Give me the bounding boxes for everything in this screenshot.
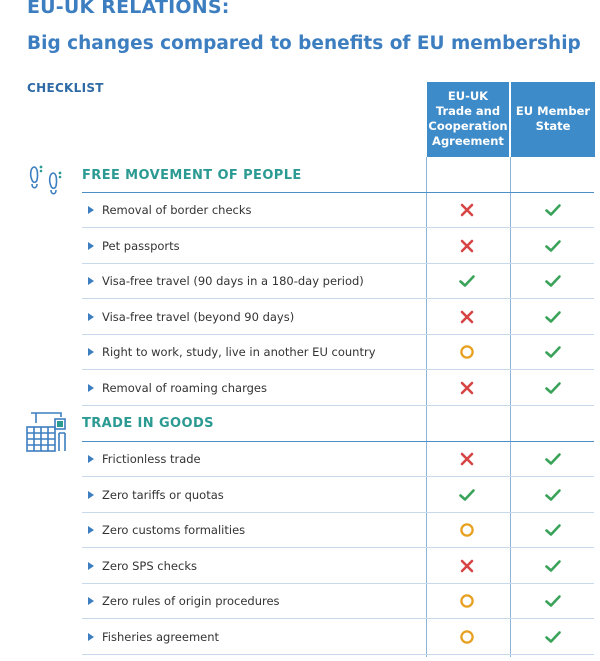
check-icon — [544, 201, 562, 219]
bullet-arrow-icon — [88, 455, 94, 463]
cross-icon — [458, 450, 476, 468]
checklist-row: Visa-free travel (90 days in a 180-day p… — [82, 264, 594, 299]
row-label: Fisheries agreement — [102, 629, 220, 644]
row-label: Visa-free travel (90 days in a 180-day p… — [102, 274, 364, 288]
cross-icon — [458, 379, 476, 397]
footprints-icon — [27, 163, 67, 201]
check-icon — [458, 272, 476, 290]
checklist-row: Zero tariffs or quotas — [82, 478, 594, 513]
checklist-row: Removal of border checks — [82, 193, 594, 228]
bullet-arrow-icon — [88, 277, 94, 285]
factory-icon — [25, 409, 69, 457]
section-title: FREE MOVEMENT OF PEOPLE — [82, 168, 302, 183]
section-title: TRADE IN GOODS — [82, 416, 214, 431]
check-icon — [544, 557, 562, 575]
check-icon — [544, 237, 562, 255]
checklist-row: Zero customs formalities — [82, 513, 594, 548]
bullet-arrow-icon — [88, 561, 94, 570]
check-icon — [544, 628, 562, 646]
row-label: Zero rules of origin procedures — [102, 594, 280, 608]
check-icon — [544, 343, 562, 361]
checklist-row: Pet passports — [82, 229, 594, 264]
section-divider — [82, 192, 594, 193]
bullet-arrow-icon — [88, 597, 94, 605]
circle-icon — [458, 343, 476, 361]
checklist-row: Visa-free travel (beyond 90 days) — [82, 300, 594, 335]
bullet-arrow-icon — [88, 526, 94, 534]
row-label: Removal of border checks — [102, 203, 252, 217]
column-header-tca: EU-UK Trade and Cooperation Agreement — [427, 82, 509, 157]
column-header-eu-member-label: EU Member State — [515, 103, 591, 133]
bullet-arrow-icon — [88, 383, 94, 392]
page-title: EU-UK RELATIONS: — [27, 0, 230, 18]
checklist-row: Right to work, study, live in another EU… — [82, 335, 594, 370]
row-label: Visa-free travel (beyond 90 days) — [102, 309, 295, 324]
circle-icon — [458, 628, 476, 646]
row-label: Pet passports — [102, 238, 180, 253]
column-header-tca-label: EU-UK Trade and Cooperation Agreement — [428, 88, 508, 148]
row-label: Zero customs formalities — [102, 523, 246, 537]
checklist-row: Frictionless trade — [82, 442, 594, 477]
cross-icon — [458, 557, 476, 575]
checklist-row: Removal of roaming charges — [82, 371, 594, 406]
circle-icon — [458, 592, 476, 610]
check-icon — [544, 379, 562, 397]
check-icon — [544, 592, 562, 610]
cross-icon — [458, 237, 476, 255]
cross-icon — [458, 201, 476, 219]
bullet-arrow-icon — [88, 312, 94, 321]
checklist-row: Zero rules of origin procedures — [82, 584, 594, 619]
row-label: Right to work, study, live in another EU… — [102, 345, 376, 359]
check-icon — [544, 450, 562, 468]
cross-icon — [458, 308, 476, 326]
check-icon — [544, 272, 562, 290]
check-icon — [544, 486, 562, 504]
check-icon — [544, 521, 562, 539]
row-label: Frictionless trade — [102, 452, 201, 466]
check-icon — [458, 486, 476, 504]
bullet-arrow-icon — [88, 348, 94, 356]
section-divider — [82, 441, 594, 442]
row-label: Zero SPS checks — [102, 558, 197, 573]
checklist-label: CHECKLIST — [27, 81, 104, 95]
row-label: Zero tariffs or quotas — [102, 487, 224, 502]
column-header-eu-member: EU Member State — [511, 82, 595, 157]
column-divider — [510, 157, 511, 657]
checklist-row: Fisheries agreement — [82, 620, 594, 655]
column-divider — [426, 157, 427, 657]
bullet-arrow-icon — [88, 490, 94, 499]
bullet-arrow-icon — [88, 206, 94, 214]
check-icon — [544, 308, 562, 326]
bullet-arrow-icon — [88, 241, 94, 250]
checklist-row: Zero SPS checks — [82, 549, 594, 584]
circle-icon — [458, 521, 476, 539]
page-subtitle: Big changes compared to benefits of EU m… — [27, 33, 581, 54]
bullet-arrow-icon — [88, 632, 94, 641]
row-label: Removal of roaming charges — [102, 380, 267, 395]
